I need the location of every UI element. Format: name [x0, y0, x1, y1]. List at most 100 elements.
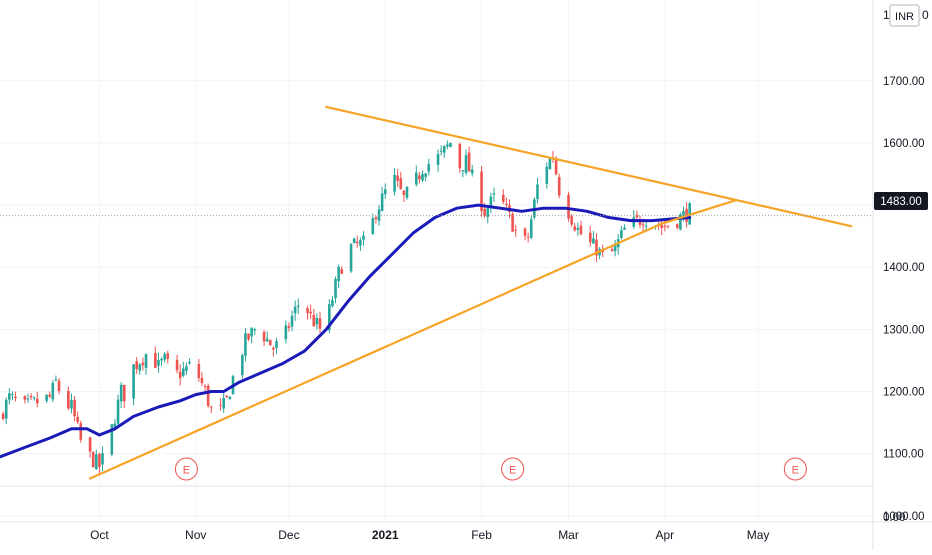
candle-body: [4, 399, 8, 419]
candle-body: [486, 207, 490, 217]
candle-body: [573, 226, 577, 231]
candle-body: [399, 178, 403, 189]
time-tick-label[interactable]: Nov: [185, 528, 206, 542]
candle-body: [225, 395, 229, 397]
candle: [570, 214, 573, 227]
candle-body: [514, 229, 518, 231]
price-tick-label[interactable]: 1300.00: [883, 324, 925, 336]
candle-body: [483, 208, 486, 216]
candle: [163, 352, 166, 363]
candle-body: [48, 394, 52, 397]
candle-body: [511, 213, 514, 232]
candle: [446, 140, 449, 150]
candle: [178, 364, 182, 386]
candle-body: [467, 152, 471, 172]
price-axis-labels[interactable]: 1000.001100.001200.001300.001400.001500.…: [883, 76, 925, 523]
candle-body: [446, 144, 449, 147]
candle: [620, 225, 623, 240]
candle: [393, 168, 396, 196]
vertical-grid: [98, 0, 759, 522]
currency-badge[interactable]: [889, 4, 920, 27]
candle: [203, 383, 207, 392]
candle: [523, 227, 527, 241]
candle: [383, 183, 387, 199]
candle-body: [275, 341, 278, 348]
candle-body: [166, 353, 170, 359]
candle-body: [355, 241, 359, 244]
price-tick-label[interactable]: 1100.00: [883, 449, 924, 461]
candle-body: [461, 170, 465, 172]
candle-body: [362, 235, 365, 240]
trendline[interactable]: [88, 199, 738, 480]
candle-body: [393, 174, 396, 192]
trendline[interactable]: [325, 105, 853, 228]
time-axis-labels[interactable]: Oct Nov Dec 2021 Feb Mar Apr May: [90, 528, 769, 542]
candle-body: [29, 395, 33, 398]
candle-body: [328, 304, 331, 331]
horizontal-grid: [0, 80, 873, 517]
time-tick-label[interactable]: Feb: [471, 528, 492, 542]
candle-body: [315, 317, 319, 325]
candle-body: [545, 166, 549, 184]
candle-body: [175, 359, 179, 371]
candle-body: [54, 379, 58, 381]
candle-body: [620, 230, 623, 239]
candle: [424, 172, 427, 182]
candle-body: [1, 413, 5, 419]
candle-body: [293, 306, 297, 314]
trendline-drawings[interactable]: [88, 105, 853, 480]
candle-body: [222, 398, 225, 409]
candle-body: [135, 361, 138, 369]
candle: [501, 189, 505, 205]
candle: [200, 372, 204, 386]
candle-body: [492, 193, 496, 195]
candle: [318, 311, 322, 333]
time-tick-label[interactable]: Mar: [558, 528, 579, 542]
time-tick-label[interactable]: Oct: [90, 528, 109, 542]
price-tick-label[interactable]: 1600.00: [883, 138, 925, 150]
earnings-marker[interactable]: E: [501, 457, 525, 481]
candle-body: [157, 359, 160, 366]
candle-body: [331, 300, 334, 307]
candle: [219, 397, 222, 411]
candle-body: [610, 249, 614, 252]
candle-body: [247, 333, 250, 340]
candle: [306, 305, 309, 320]
candle-body: [11, 394, 14, 396]
candle-body: [203, 386, 207, 388]
price-tick-label[interactable]: 1200.00: [883, 387, 925, 399]
candle-body: [91, 452, 95, 468]
candle: [675, 223, 679, 230]
candle-body: [418, 175, 421, 180]
candle-body: [377, 209, 381, 221]
candle: [610, 246, 614, 252]
price-tick-label[interactable]: 1400.00: [883, 262, 925, 274]
candle: [362, 231, 365, 246]
candle: [287, 322, 291, 332]
candle: [181, 361, 185, 378]
candle: [268, 339, 272, 346]
candle: [70, 393, 73, 414]
time-tick-label[interactable]: Apr: [656, 528, 675, 542]
candle: [132, 364, 135, 406]
candle-body: [592, 238, 595, 244]
time-tick-label[interactable]: Dec: [278, 528, 299, 542]
price-tick-label[interactable]: 1000.00: [883, 511, 925, 523]
candle-body: [595, 239, 598, 256]
time-tick-label[interactable]: May: [747, 528, 770, 542]
candle-body: [567, 194, 570, 219]
earnings-marker[interactable]: E: [783, 457, 807, 481]
time-tick-label[interactable]: 2021: [372, 528, 399, 542]
candle: [51, 380, 55, 402]
price-tick-label[interactable]: 1700.00: [883, 76, 925, 88]
candle: [1, 411, 5, 421]
candle: [166, 350, 170, 364]
earnings-marker[interactable]: E: [174, 457, 198, 481]
candle: [340, 266, 344, 274]
candle-body: [489, 196, 493, 207]
candle: [442, 145, 446, 159]
candle: [185, 362, 188, 375]
candle: [91, 451, 95, 468]
